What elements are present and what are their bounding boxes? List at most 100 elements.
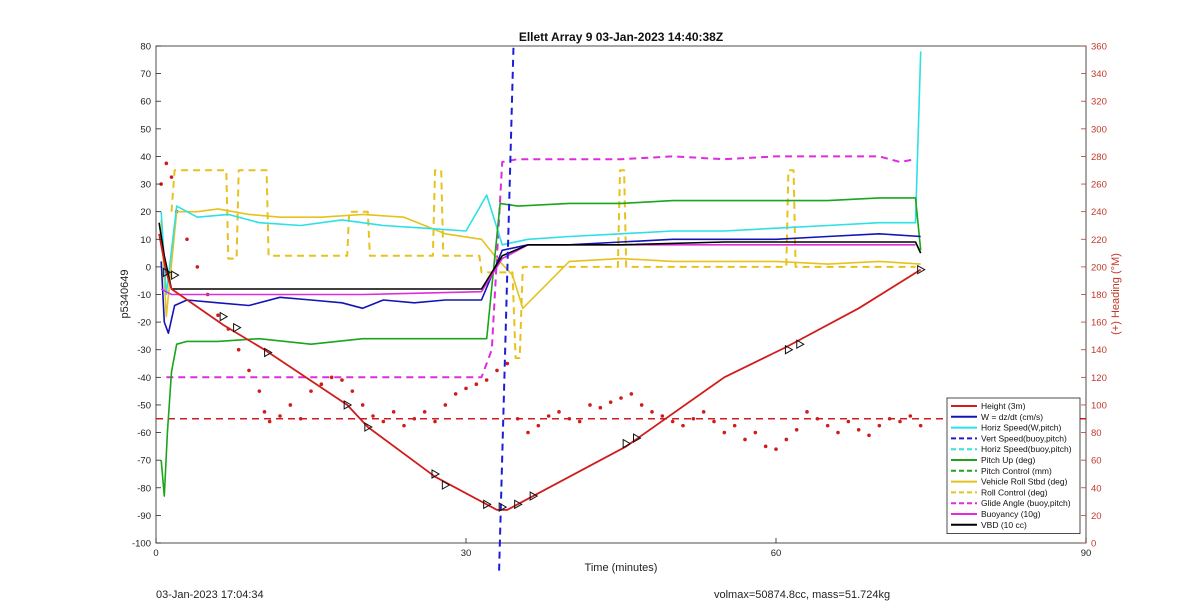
y-tick-label-12: 20: [140, 207, 151, 218]
y-right-tick-label-2: 40: [1091, 483, 1102, 494]
heading-point-11: [257, 389, 262, 393]
heading-point-5: [195, 265, 200, 269]
y-tick-label-3: -70: [137, 456, 151, 467]
height-marker-1: [171, 270, 180, 281]
heading-point-46: [608, 400, 613, 404]
heading-point-34: [484, 378, 489, 382]
heading-point-16: [298, 416, 303, 421]
y-right-tick-label-6: 120: [1091, 373, 1107, 384]
x-tick-label-3: 90: [1081, 548, 1092, 559]
heading-point-2: [169, 175, 174, 179]
series-pitch: [160, 197, 922, 497]
heading-point-75: [908, 414, 913, 418]
heading-point-24: [381, 419, 386, 424]
legend-label-roll: Vehicle Roll Stbd (deg): [981, 477, 1068, 487]
legend-label-w: W = dz/dt (cm/s): [981, 412, 1043, 422]
height-marker-10: [498, 502, 508, 512]
height-marker-0: [162, 267, 172, 278]
height-marker-2: [219, 311, 229, 322]
heading-point-12: [262, 410, 267, 414]
y-right-tick-label-10: 200: [1091, 262, 1107, 273]
y-right-tick-label-11: 220: [1091, 235, 1107, 246]
legend: Height (3m)W = dz/dt (cm/s)Horiz Speed(W…: [946, 397, 1081, 535]
heading-point-26: [402, 423, 406, 428]
heading-point-25: [391, 410, 396, 414]
heading-point-50: [650, 410, 654, 414]
ticks-layer: 0 30 60 90-100-90-80-70-60-50-40-30-20-1001…: [132, 42, 1107, 560]
heading-point-0: [159, 182, 163, 186]
heading-point-9: [236, 347, 241, 352]
heading-point-62: [774, 447, 778, 451]
footer-timestamp: 03-Jan-2023 17:04:34: [156, 589, 264, 601]
heading-point-44: [588, 403, 592, 407]
heading-point-20: [340, 378, 344, 382]
x-tick-label-1: 30: [461, 548, 472, 559]
heading-point-49: [639, 403, 644, 407]
heading-point-35: [495, 368, 499, 373]
heading-point-21: [350, 389, 355, 393]
heading-point-61: [763, 444, 768, 449]
y-right-tick-label-0: 0: [1091, 539, 1096, 550]
heading-point-66: [815, 416, 820, 421]
series-w: [160, 233, 921, 335]
heading-point-23: [371, 414, 375, 418]
heading-point-67: [825, 423, 830, 428]
footer-summary: volmax=50874.8cc, mass=51.724kg: [714, 589, 891, 601]
heading-point-14: [278, 414, 282, 418]
heading-point-76: [918, 423, 923, 428]
series-vspeed_buoy: [498, 45, 515, 571]
heading-point-10: [247, 368, 251, 373]
height-marker-11: [514, 499, 523, 510]
heading-point-73: [887, 416, 892, 421]
heading-point-36: [505, 361, 510, 366]
y-tick-label-9: -10: [137, 290, 151, 301]
height-marker-3: [233, 322, 242, 333]
height-marker-14: [633, 433, 642, 443]
heading-point-48: [629, 392, 634, 396]
heading-point-69: [846, 419, 851, 424]
heading-point-18: [319, 382, 324, 387]
height-marker-15: [784, 344, 794, 355]
y-tick-label-11: 10: [140, 235, 151, 246]
heading-point-72: [877, 423, 882, 428]
heading-point-31: [453, 392, 458, 396]
series-height: [158, 233, 922, 511]
heading-point-42: [567, 416, 572, 421]
height-marker-16: [796, 339, 805, 350]
heading-point-7: [216, 313, 220, 318]
y-right-tick-label-18: 360: [1091, 42, 1107, 53]
heading-point-53: [681, 423, 685, 428]
legend-box: [946, 397, 1081, 535]
y-right-tick-label-4: 80: [1091, 428, 1102, 439]
y-right-tick-label-8: 160: [1091, 318, 1107, 329]
y-tick-label-5: -50: [137, 400, 151, 411]
height-marker-5: [343, 400, 353, 410]
y-tick-label-16: 60: [140, 97, 151, 108]
y-tick-label-8: -20: [137, 318, 151, 329]
y-tick-label-14: 40: [140, 152, 151, 163]
y-right-tick-label-3: 60: [1091, 456, 1102, 467]
heading-point-4: [185, 237, 189, 242]
heading-point-30: [443, 403, 448, 407]
y-tick-label-0: -100: [132, 539, 151, 550]
legend-label-roll_ctrl: Roll Control (deg): [981, 487, 1048, 497]
legend-label-pitch: Pitch Up (deg): [981, 455, 1035, 465]
y-tick-label-17: 70: [140, 69, 151, 80]
heading-point-15: [288, 403, 293, 407]
heading-point-59: [743, 437, 747, 442]
heading-point-60: [753, 430, 758, 435]
height-marker-4: [264, 347, 273, 358]
x-tick-label-0: 0: [153, 548, 158, 559]
heading-point-57: [722, 430, 727, 435]
heading-point-33: [474, 382, 479, 387]
heading-point-41: [557, 410, 561, 414]
heading-point-63: [784, 437, 789, 442]
y-right-tick-label-13: 260: [1091, 180, 1107, 191]
heading-point-56: [712, 419, 716, 424]
height-marker-12: [529, 491, 539, 501]
heading-point-51: [660, 414, 665, 418]
heading-point-13: [267, 419, 272, 424]
y-right-tick-label-5: 100: [1091, 400, 1107, 411]
heading-point-38: [526, 430, 530, 435]
